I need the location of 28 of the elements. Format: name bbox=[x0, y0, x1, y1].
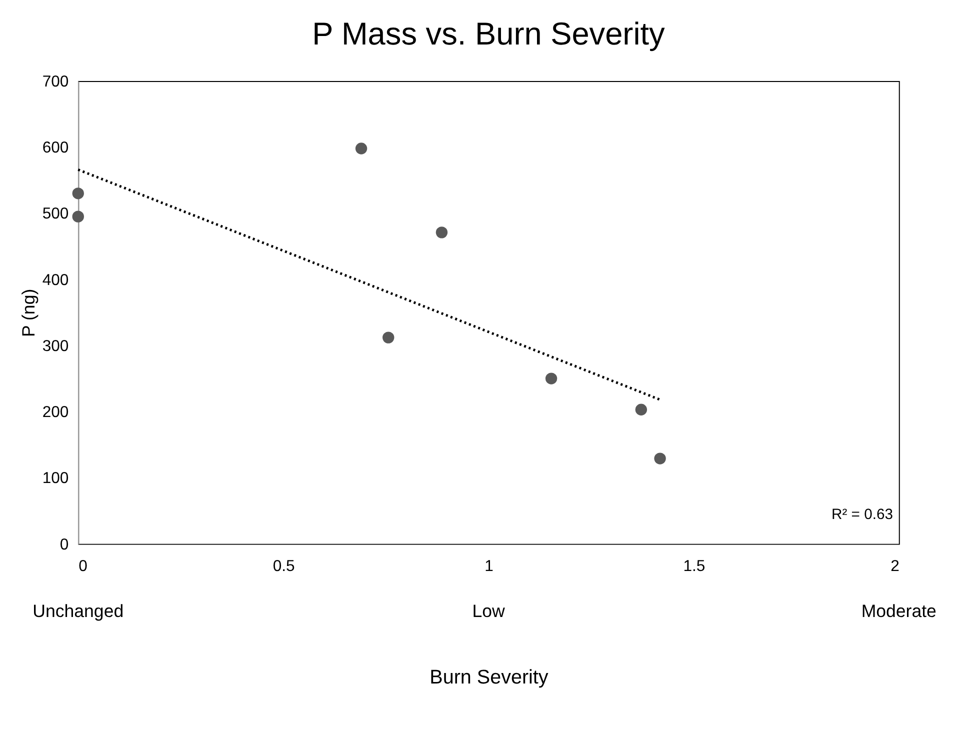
annotation: R² = 0.63 bbox=[832, 507, 893, 524]
x-tick-label: 0.5 bbox=[272, 558, 295, 576]
chart-title: P Mass vs. Burn Severity bbox=[312, 15, 666, 52]
y-tick-label: 200 bbox=[42, 404, 69, 422]
x-tick-label: 1 bbox=[484, 558, 494, 576]
y-tick-label: 100 bbox=[42, 470, 69, 488]
point bbox=[72, 210, 84, 222]
x-axis-title: Burn Severity bbox=[430, 666, 548, 689]
text: Low bbox=[472, 601, 505, 621]
point bbox=[436, 226, 448, 238]
text: Moderate bbox=[861, 601, 937, 621]
y-axis-title: P (ng) bbox=[18, 288, 38, 337]
y-tick-label: 300 bbox=[42, 338, 69, 355]
point bbox=[382, 332, 394, 344]
x-tick-label: 1.5 bbox=[683, 558, 706, 576]
y-tick-label: 0 bbox=[60, 536, 69, 554]
y-tick-label: 700 bbox=[42, 73, 69, 90]
x-tick-label: 0 bbox=[78, 558, 88, 576]
point bbox=[545, 372, 558, 384]
point bbox=[654, 452, 666, 464]
y-tick-label: 400 bbox=[42, 272, 69, 289]
point bbox=[635, 404, 648, 416]
y-tick-label: 600 bbox=[42, 140, 69, 157]
text: Unchanged bbox=[32, 601, 124, 621]
point bbox=[72, 188, 84, 200]
y-tick-label: 500 bbox=[42, 206, 69, 223]
x-tick-label: 2 bbox=[890, 558, 900, 576]
point bbox=[355, 142, 368, 154]
